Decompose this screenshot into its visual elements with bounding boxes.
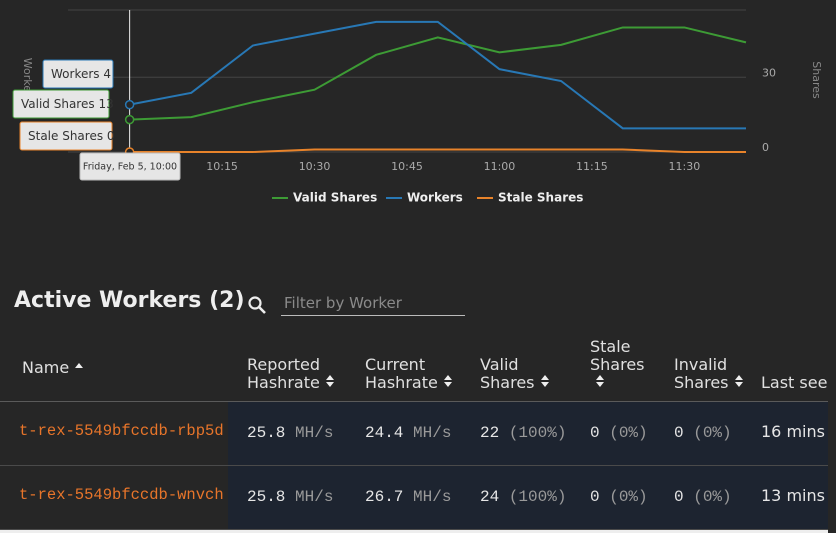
cell-value: 22: [480, 424, 500, 442]
sort-icon[interactable]: [594, 374, 606, 388]
row-rule: [0, 465, 828, 466]
cell: 25.8 MH/s: [247, 424, 333, 442]
cell-value: 0: [674, 424, 684, 442]
y2-tick-label: 30: [762, 66, 776, 79]
tooltip-box: [19, 121, 113, 151]
column-header[interactable]: Last seen: [761, 336, 828, 392]
last-seen: 16 mins: [761, 422, 825, 441]
tooltip-value: 0: [107, 129, 115, 143]
y2-axis-label: Shares: [810, 61, 823, 99]
cell-unit: (0%): [609, 424, 648, 442]
cell-value: 24.4: [365, 424, 404, 442]
cell-unit: (0%): [693, 488, 732, 506]
row-bg: [228, 402, 828, 465]
tooltip-value: 13: [98, 97, 113, 111]
cell-unit: MH/s: [413, 424, 452, 442]
column-header[interactable]: Stale Shares: [590, 336, 652, 392]
title: Active Workers: [14, 288, 202, 313]
cell-value: 0: [590, 424, 600, 442]
count: (2): [209, 288, 245, 313]
cell: 0 (0%): [590, 424, 648, 442]
cell: 22 (100%): [480, 424, 566, 442]
tooltip-name: Workers: [51, 67, 100, 81]
series-line: [129, 26, 747, 121]
column-header[interactable]: Valid Shares: [480, 336, 560, 392]
search-icon: [248, 296, 266, 314]
sort-icon[interactable]: [539, 374, 551, 388]
column-header[interactable]: Name: [22, 336, 112, 400]
cell-value: 0: [590, 488, 600, 506]
cell: 26.7 MH/s: [365, 488, 451, 506]
x-tick-label: 11:00: [484, 160, 516, 173]
hover-point: [124, 114, 135, 125]
cell: 25.8 MH/s: [247, 488, 333, 506]
x-tick-label: 10:15: [206, 160, 238, 173]
cell-unit: (0%): [609, 488, 648, 506]
column-header[interactable]: Reported Hashrate: [247, 336, 352, 392]
legend-label: Workers: [407, 191, 463, 205]
tooltip-value: 4: [103, 67, 111, 81]
cell-unit: MH/s: [295, 488, 334, 506]
header-text: Reported Hashrate: [247, 356, 352, 392]
header-rule: [0, 401, 828, 402]
sort-icon[interactable]: [442, 374, 454, 388]
last-seen: 13 mins: [761, 486, 825, 505]
header-text: Invalid Shares: [674, 356, 764, 392]
cell: 0 (0%): [590, 488, 648, 506]
x-tick-label: 10:45: [391, 160, 423, 173]
workers-table: Name Reported Hashrate Current Hashrate Val…: [0, 336, 828, 533]
cell-value: 24: [480, 488, 500, 506]
cell-value: 26.7: [365, 488, 404, 506]
sort-icon[interactable]: [733, 374, 745, 388]
header-text: Name: [22, 359, 85, 377]
x-tick-label: 10:30: [299, 160, 331, 173]
column-header[interactable]: Current Hashrate: [365, 336, 470, 392]
worker-name[interactable]: t-rex-5549bfccdb-wnvch: [19, 486, 224, 504]
tooltip-name: Valid Shares: [21, 97, 95, 111]
x-tick-label: 11:15: [576, 160, 608, 173]
header-text: Current Hashrate: [365, 356, 470, 392]
header-text: Valid Shares: [480, 356, 560, 392]
header-text: Last seen: [761, 373, 828, 392]
row-bg: [228, 466, 828, 529]
cell: 0 (0%): [674, 488, 732, 506]
tooltip-box: [12, 89, 110, 119]
tooltip-text: Valid Shares 13: [21, 97, 114, 111]
cell-unit: MH/s: [413, 488, 452, 506]
chart: Workers Shares 0 30 10:15 10:30 10:45 11:00 11…: [12, 9, 823, 205]
tooltip-box: [42, 59, 114, 89]
cell-unit: MH/s: [295, 424, 334, 442]
cell-unit: (100%): [508, 424, 567, 442]
cell-value: 0: [674, 488, 684, 506]
hover-point: [124, 99, 135, 110]
worker-name[interactable]: t-rex-5549bfccdb-rbp5d: [19, 422, 224, 440]
sort-icon[interactable]: [73, 359, 85, 373]
filter-input[interactable]: Filter by Worker: [281, 294, 465, 316]
tooltip-box: [79, 152, 181, 181]
column-header[interactable]: Invalid Shares: [674, 336, 764, 392]
row-rule: [0, 529, 828, 530]
tooltip-name: Stale Shares: [28, 129, 103, 143]
header-text: Stale Shares: [590, 338, 652, 392]
cell: 0 (0%): [674, 424, 732, 442]
series-line: [129, 20, 746, 130]
cell-value: 25.8: [247, 488, 286, 506]
y2-tick-label: 0: [762, 141, 769, 154]
cell-unit: (0%): [693, 424, 732, 442]
legend-label: Valid Shares: [293, 191, 377, 205]
sort-icon[interactable]: [324, 374, 336, 388]
tooltip-text: Stale Shares 0: [28, 129, 115, 143]
tooltip-text: Workers 4: [51, 67, 111, 81]
legend-label: Stale Shares: [498, 191, 583, 205]
section-title: Active Workers (2): [14, 288, 245, 313]
cell: 24.4 MH/s: [365, 424, 451, 442]
tooltip-date: Friday, Feb 5, 10:00: [83, 162, 177, 173]
cell-unit: (100%): [508, 488, 567, 506]
series-line: [129, 148, 746, 153]
x-tick-label: 11:30: [669, 160, 701, 173]
cell-value: 25.8: [247, 424, 286, 442]
cell: 24 (100%): [480, 488, 566, 506]
